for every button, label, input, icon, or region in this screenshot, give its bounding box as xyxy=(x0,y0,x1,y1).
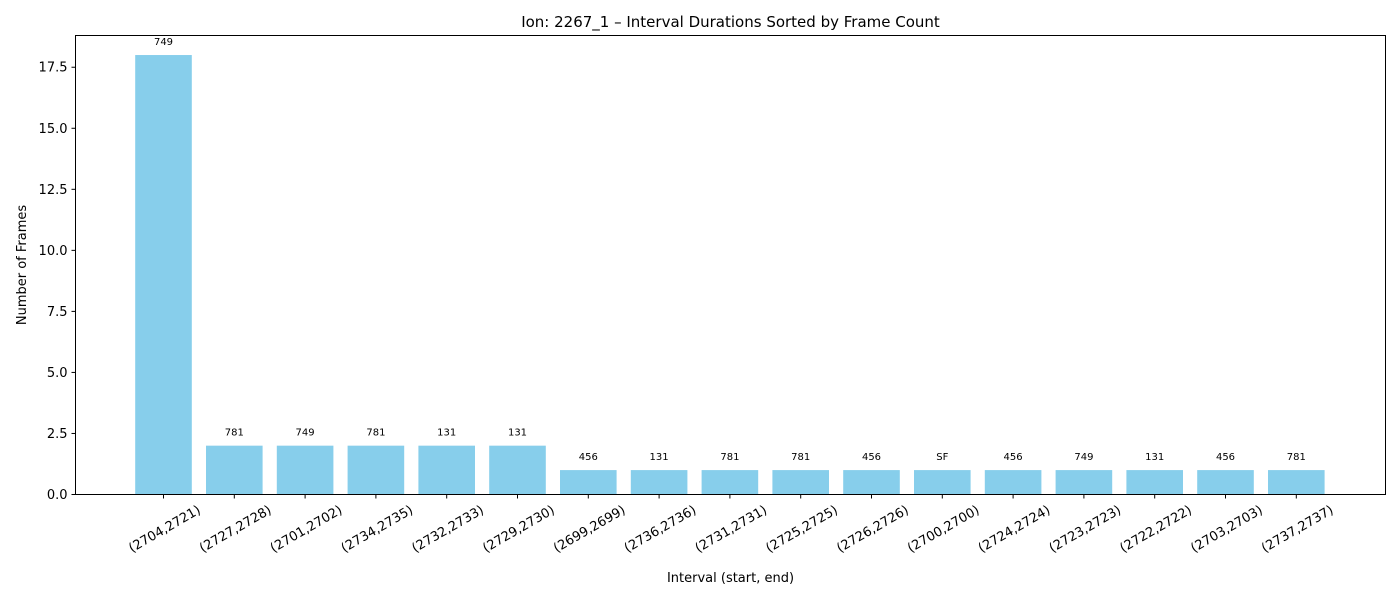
bar-data-label: 131 xyxy=(437,428,456,439)
y-tick-label: 10.0 xyxy=(39,244,68,259)
bar-data-label: 131 xyxy=(508,428,527,439)
x-tick-label: (2701,2702) xyxy=(268,503,345,556)
x-tick-label: (2723,2723) xyxy=(1047,503,1124,556)
x-tick-label: (2727,2728) xyxy=(197,503,274,556)
bar-data-label: 781 xyxy=(1287,452,1306,463)
bar xyxy=(630,470,688,495)
bar-data-label: 131 xyxy=(1145,452,1164,463)
y-tick-label: 5.0 xyxy=(47,366,68,381)
bar xyxy=(1197,470,1254,495)
bar xyxy=(560,470,617,495)
bar xyxy=(276,445,334,495)
y-tick-label: 0.0 xyxy=(47,488,68,503)
bar xyxy=(772,470,829,495)
bar xyxy=(914,470,971,495)
bar xyxy=(347,445,405,495)
bar-data-label: 456 xyxy=(1216,452,1235,463)
bar-data-label: 781 xyxy=(720,452,739,463)
x-tick-label: (2726,2726) xyxy=(834,503,911,556)
bar-data-label: 456 xyxy=(1004,452,1023,463)
bar xyxy=(984,470,1042,495)
bar xyxy=(135,55,192,495)
y-axis-label: Number of Frames xyxy=(15,205,30,326)
bar-data-label: 781 xyxy=(366,428,385,439)
y-tick-label: 7.5 xyxy=(47,305,68,320)
bar xyxy=(701,470,759,495)
x-tick-label: (2732,2733) xyxy=(410,503,487,556)
bar xyxy=(1268,470,1325,495)
y-tick-label: 2.5 xyxy=(47,427,68,442)
x-tick-label: (2736,2736) xyxy=(622,503,699,556)
bar-data-label: 131 xyxy=(650,452,669,463)
x-axis-label: Interval (start, end) xyxy=(667,571,794,586)
x-tick-label: (2724,2724) xyxy=(976,503,1053,556)
x-tick-label: (2699,2699) xyxy=(551,503,628,556)
bar xyxy=(489,445,546,495)
x-tick-label: (2729,2730) xyxy=(480,503,557,556)
x-tick-label: (2734,2735) xyxy=(339,503,416,556)
bar xyxy=(843,470,900,495)
x-tick-label: (2704,2721) xyxy=(126,503,203,556)
x-tick-label: (2737,2737) xyxy=(1259,503,1336,556)
plot-frame xyxy=(75,35,1386,495)
bar-data-label: 456 xyxy=(579,452,598,463)
bar-data-label: SF xyxy=(936,452,948,463)
bar xyxy=(418,445,475,495)
x-tick-label: (2725,2725) xyxy=(764,503,841,556)
x-tick-label: (2700,2700) xyxy=(905,503,982,556)
bar-data-label: 749 xyxy=(154,37,173,48)
bar-data-label: 781 xyxy=(225,428,244,439)
bar xyxy=(206,445,263,495)
bar-data-label: 749 xyxy=(1074,452,1093,463)
x-tick-label: (2703,2703) xyxy=(1188,503,1265,556)
y-tick-label: 12.5 xyxy=(39,183,68,198)
bar xyxy=(1126,470,1183,495)
x-tick-label: (2731,2731) xyxy=(693,503,770,556)
x-tick-label: (2722,2722) xyxy=(1118,503,1195,556)
bar-data-label: 749 xyxy=(296,428,315,439)
y-tick-label: 15.0 xyxy=(39,122,68,137)
plot-area: 0.0 2.5 5.0 7.5 10.0 12.5 15.0 17.5 749 (2704,272… xyxy=(39,37,1337,556)
bar xyxy=(1055,470,1113,495)
bar-data-label: 781 xyxy=(791,452,810,463)
bar-data-label: 456 xyxy=(862,452,881,463)
y-tick-label: 17.5 xyxy=(39,61,68,76)
chart-title: Ion: 2267_1 – Interval Durations Sorted … xyxy=(521,13,940,32)
